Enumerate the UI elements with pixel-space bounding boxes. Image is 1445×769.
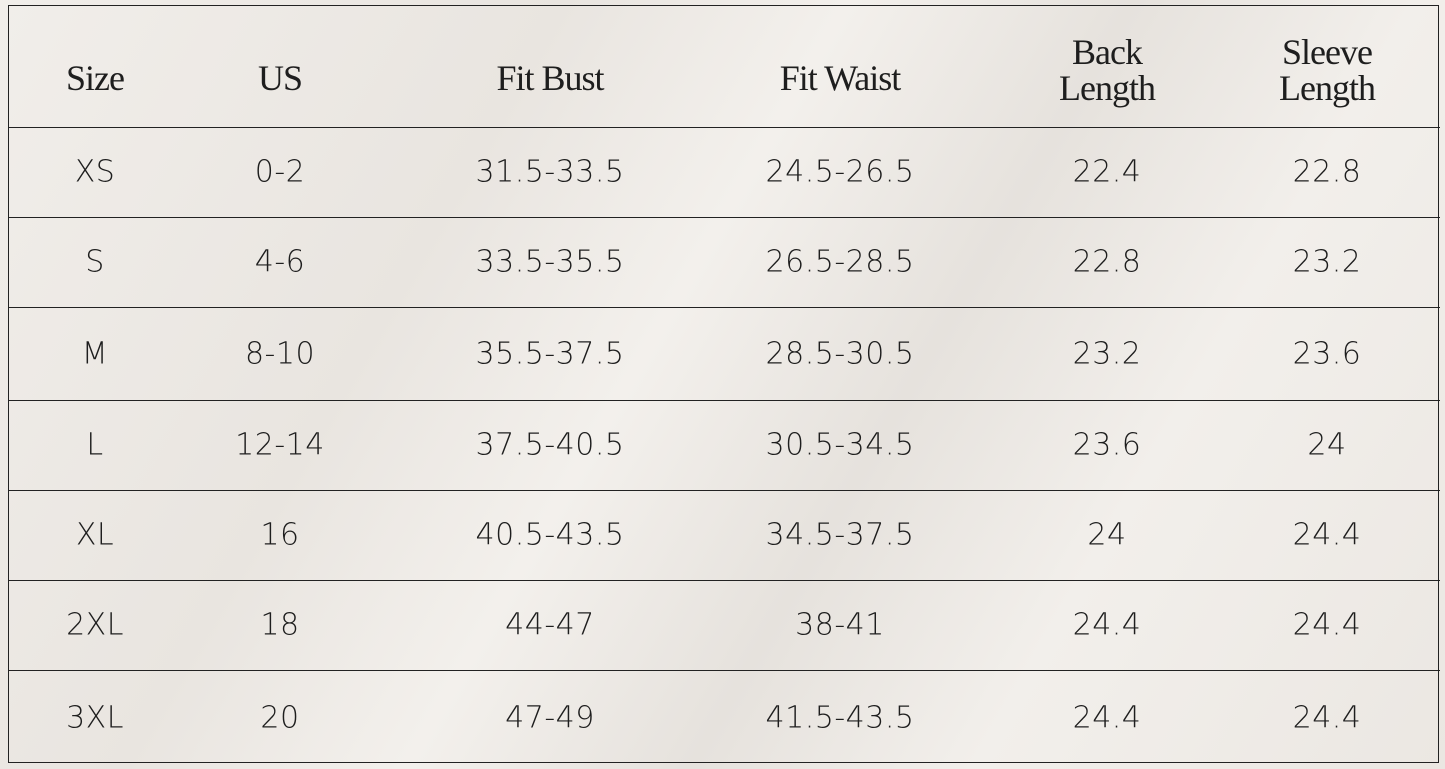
table-cell: 23.6 bbox=[1292, 336, 1362, 371]
table-cell: 22.8 bbox=[1292, 154, 1362, 190]
table-cell: 24.4 bbox=[1072, 700, 1142, 735]
table-cell: 18 bbox=[260, 607, 300, 643]
table-cell: 24.4 bbox=[1072, 607, 1142, 643]
table-cell: 23.2 bbox=[1072, 336, 1142, 371]
table-cell: 24.4 bbox=[1292, 517, 1362, 553]
table-cell: 4-6 bbox=[254, 244, 306, 280]
table-cell: L bbox=[86, 427, 104, 463]
table-cell: 2XL bbox=[66, 607, 124, 643]
table-cell: 40.5-43.5 bbox=[475, 517, 625, 553]
table-cell: 22.8 bbox=[1072, 244, 1142, 280]
table-cell: 31.5-33.5 bbox=[475, 154, 625, 190]
table-cell: XS bbox=[74, 154, 116, 190]
column-header: Fit Waist bbox=[779, 58, 901, 98]
table-cell: XL bbox=[75, 517, 115, 553]
table-cell: 47-49 bbox=[505, 700, 595, 735]
table-cell: 33.5-35.5 bbox=[475, 244, 625, 280]
column-header: Size bbox=[66, 58, 125, 98]
table-cell: M bbox=[81, 336, 109, 371]
table-cell: S bbox=[85, 244, 105, 280]
table-cell: 35.5-37.5 bbox=[475, 336, 625, 371]
table-cell: 3XL bbox=[66, 700, 124, 735]
table-cell: 16 bbox=[260, 517, 300, 553]
table-cell: 30.5-34.5 bbox=[765, 427, 915, 463]
table-cell: 34.5-37.5 bbox=[765, 517, 915, 553]
table-cell: 12-14 bbox=[235, 427, 325, 463]
row-divider bbox=[8, 127, 1440, 128]
table-cell: 24.4 bbox=[1292, 700, 1362, 735]
table-cell: 44-47 bbox=[505, 607, 595, 643]
table-cell: 38-41 bbox=[795, 607, 885, 643]
table-cell: 0-2 bbox=[254, 154, 306, 190]
row-divider bbox=[8, 490, 1440, 491]
row-divider bbox=[8, 307, 1440, 308]
row-divider bbox=[8, 670, 1440, 671]
table-cell: 28.5-30.5 bbox=[765, 336, 915, 371]
table-cell: 23.6 bbox=[1072, 427, 1142, 463]
table-cell: 23.2 bbox=[1292, 244, 1362, 280]
table-cell: 24.5-26.5 bbox=[765, 154, 915, 190]
table-cell: 41.5-43.5 bbox=[765, 700, 915, 735]
table-cell: 22.4 bbox=[1072, 154, 1142, 190]
row-divider bbox=[8, 580, 1440, 581]
column-header: Fit Bust bbox=[496, 58, 604, 98]
column-header: Back Length bbox=[1059, 32, 1156, 108]
column-header: US bbox=[257, 58, 303, 98]
table-cell: 20 bbox=[260, 700, 300, 735]
table-cell: 37.5-40.5 bbox=[475, 427, 625, 463]
row-divider bbox=[8, 217, 1440, 218]
table-cell: 24.4 bbox=[1292, 607, 1362, 643]
column-header: Sleeve Length bbox=[1279, 32, 1376, 108]
table-cell: 24 bbox=[1087, 517, 1127, 553]
table-cell: 8-10 bbox=[244, 336, 316, 371]
table-frame bbox=[8, 5, 1439, 763]
row-divider bbox=[8, 400, 1440, 401]
table-cell: 26.5-28.5 bbox=[765, 244, 915, 280]
table-cell: 24 bbox=[1307, 427, 1347, 463]
